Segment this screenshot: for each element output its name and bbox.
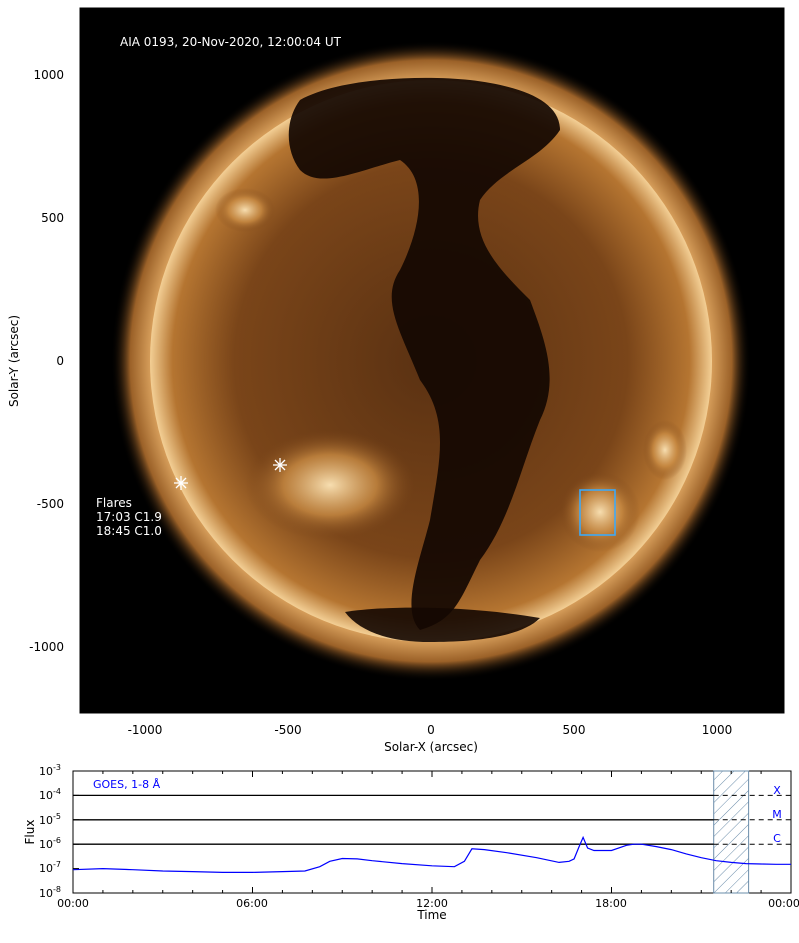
active-region-southwest <box>560 472 640 552</box>
flares-heading: Flares <box>96 496 132 510</box>
flux-y-axis-label: Flux <box>23 820 37 845</box>
flux-x-tick-labels: 00:00 06:00 12:00 18:00 00:00 <box>57 897 799 910</box>
y-tick-label: 500 <box>41 211 64 225</box>
flux-y-tick-label: 10-3 <box>39 763 61 778</box>
flux-y-tick-label: 10-7 <box>39 860 61 875</box>
flux-y-tick-label: 10-5 <box>39 812 61 827</box>
goes-flux-series-line <box>73 835 791 873</box>
flux-x-tick-label: 12:00 <box>416 897 448 910</box>
class-threshold-lines <box>73 794 714 845</box>
class-label-c: C <box>773 832 781 845</box>
y-tick-label: 1000 <box>33 68 64 82</box>
y-tick-label: -500 <box>37 497 64 511</box>
image-x-axis-label: Solar-X (arcsec) <box>384 740 478 754</box>
active-region-northeast <box>215 188 275 232</box>
y-tick-label: 0 <box>56 354 64 368</box>
y-tick-label: -1000 <box>29 640 64 654</box>
image-title: AIA 0193, 20-Nov-2020, 12:00:04 UT <box>120 35 342 49</box>
flux-x-tick-label: 00:00 <box>768 897 799 910</box>
image-y-tick-labels: 1000 500 0 -500 -1000 <box>29 68 64 654</box>
goes-flux-panel: GOES, 1-8 Å X M C 10-3 10-4 10-5 10-6 10… <box>23 763 799 922</box>
flare-entry-2: 18:45 C1.0 <box>96 524 162 538</box>
flare-entry-1: 17:03 C1.9 <box>96 510 162 524</box>
x-tick-label: 1000 <box>702 723 733 737</box>
active-region-southeast <box>245 430 415 540</box>
flares-legend: Flares 17:03 C1.9 18:45 C1.0 <box>96 496 162 538</box>
x-tick-label: 500 <box>563 723 586 737</box>
flux-x-tick-label: 00:00 <box>57 897 89 910</box>
interval-dashes <box>713 794 791 845</box>
flux-y-tick-label: 10-4 <box>39 787 61 802</box>
class-label-x: X <box>773 784 781 797</box>
highlighted-interval <box>713 770 750 894</box>
x-tick-label: -500 <box>274 723 301 737</box>
region-of-interest-box <box>579 489 616 536</box>
south-coronal-hole <box>345 607 540 642</box>
x-tick-label: 0 <box>427 723 435 737</box>
flare-marker-2 <box>273 458 287 472</box>
flare-marker-1 <box>174 476 188 490</box>
coronal-hole <box>288 77 560 630</box>
flux-plot-frame <box>72 770 792 894</box>
image-tick-marks <box>80 8 784 713</box>
flux-tick-marks <box>72 770 792 894</box>
image-y-axis-label: Solar-Y (arcsec) <box>7 315 21 407</box>
flux-y-tick-label: 10-6 <box>39 836 61 851</box>
flux-y-tick-label: 10-8 <box>39 885 61 900</box>
class-label-m: M <box>772 808 782 821</box>
sun-image <box>111 41 751 681</box>
x-tick-label: -1000 <box>128 723 163 737</box>
image-x-tick-labels: -1000 -500 0 500 1000 <box>128 723 733 737</box>
active-region-west-limb <box>643 420 687 480</box>
flux-x-axis-label: Time <box>416 908 446 922</box>
flux-legend: GOES, 1-8 Å <box>93 778 161 791</box>
flux-x-tick-label: 18:00 <box>595 897 627 910</box>
flux-x-tick-label: 06:00 <box>236 897 268 910</box>
flux-y-tick-labels: 10-3 10-4 10-5 10-6 10-7 10-8 <box>39 763 61 900</box>
solar-image-panel: AIA 0193, 20-Nov-2020, 12:00:04 UT Flare… <box>7 7 785 754</box>
